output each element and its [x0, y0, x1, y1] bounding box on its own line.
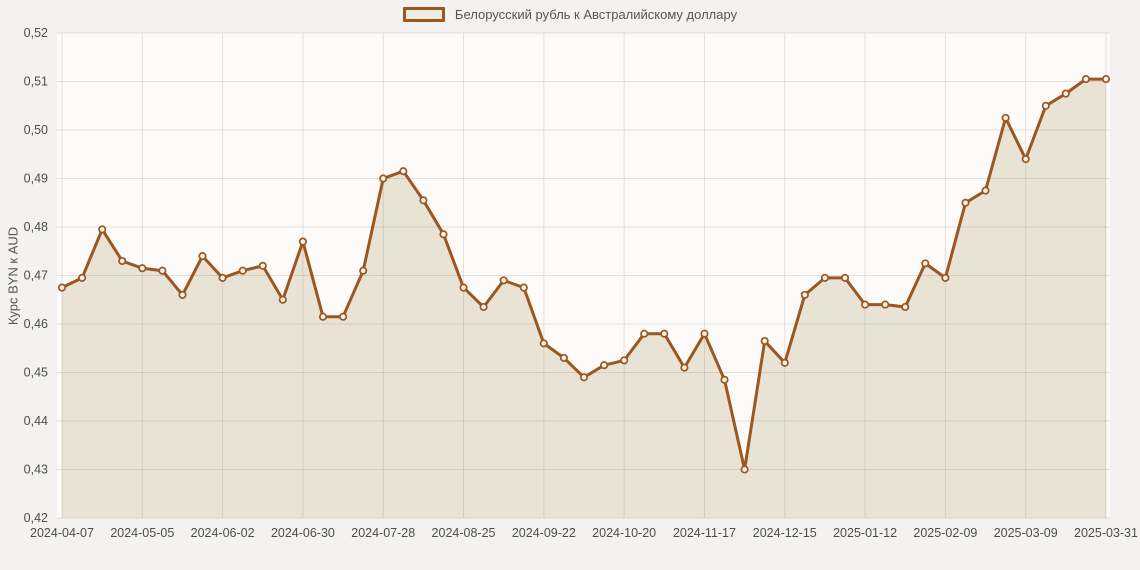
data-point-marker[interactable] [499, 276, 508, 285]
data-point-marker[interactable] [660, 329, 669, 338]
x-tick-label: 2024-12-15 [753, 526, 817, 540]
data-point-marker[interactable] [820, 273, 829, 282]
data-point-marker[interactable] [78, 273, 87, 282]
x-tick-label: 2025-03-31 [1074, 526, 1138, 540]
data-point-marker[interactable] [961, 198, 970, 207]
y-tick-label: 0,49 [24, 172, 48, 186]
data-point-marker[interactable] [1021, 155, 1030, 164]
legend: Белорусский рубль к Австралийскому долла… [0, 7, 1140, 22]
data-point-marker[interactable] [258, 261, 267, 270]
data-point-marker[interactable] [539, 339, 548, 348]
y-tick-label: 0,48 [24, 220, 48, 234]
legend-item[interactable]: Белорусский рубль к Австралийскому долла… [402, 7, 738, 22]
y-tick-label: 0,52 [24, 26, 48, 40]
y-tick-label: 0,50 [24, 123, 48, 137]
data-point-marker[interactable] [600, 361, 609, 370]
data-point-marker[interactable] [680, 363, 689, 372]
data-point-marker[interactable] [800, 290, 809, 299]
data-point-marker[interactable] [339, 312, 348, 321]
data-point-marker[interactable] [760, 336, 769, 346]
data-point-marker[interactable] [840, 273, 850, 282]
x-tick-label: 2024-07-28 [351, 526, 415, 540]
data-point-marker[interactable] [419, 196, 428, 205]
data-point-marker[interactable] [881, 300, 890, 309]
data-point-marker[interactable] [901, 302, 910, 312]
data-point-marker[interactable] [238, 266, 247, 275]
x-tick-label: 2024-08-25 [432, 526, 496, 540]
data-point-marker[interactable] [479, 302, 488, 312]
data-point-marker[interactable] [218, 273, 227, 282]
legend-label: Белорусский рубль к Австралийскому долла… [454, 7, 738, 22]
data-point-marker[interactable] [1081, 75, 1090, 84]
data-point-marker[interactable] [1001, 113, 1010, 122]
data-point-marker[interactable] [981, 186, 990, 195]
data-point-marker[interactable] [198, 252, 207, 261]
data-point-marker[interactable] [318, 312, 328, 321]
x-tick-label: 2025-03-09 [994, 526, 1058, 540]
data-point-marker[interactable] [740, 465, 749, 474]
y-tick-label: 0,47 [24, 269, 48, 283]
x-tick-label: 2024-09-22 [512, 526, 576, 540]
data-point-marker[interactable] [921, 259, 930, 268]
data-point-marker[interactable] [459, 283, 468, 292]
data-point-marker[interactable] [178, 290, 187, 299]
legend-swatch-icon [402, 7, 445, 22]
data-point-marker[interactable] [640, 329, 649, 338]
x-tick-label: 2025-01-12 [833, 526, 897, 540]
data-point-marker[interactable] [439, 230, 448, 239]
data-point-marker[interactable] [620, 356, 629, 365]
x-tick-label: 2024-05-05 [110, 526, 174, 540]
series-area-fill [62, 79, 1106, 518]
data-point-marker[interactable] [1101, 75, 1111, 84]
x-tick-label: 2024-10-20 [592, 526, 656, 540]
data-point-marker[interactable] [519, 283, 528, 292]
x-tick-label: 2024-04-07 [30, 526, 94, 540]
data-point-marker[interactable] [118, 256, 127, 266]
y-tick-label: 0,42 [24, 511, 48, 525]
y-tick-label: 0,45 [24, 366, 48, 380]
data-point-marker[interactable] [720, 375, 729, 384]
y-tick-label: 0,51 [24, 75, 48, 89]
data-point-marker[interactable] [98, 225, 107, 234]
data-point-marker[interactable] [57, 283, 67, 292]
data-point-marker[interactable] [1041, 101, 1050, 110]
data-point-marker[interactable] [138, 264, 147, 273]
x-tick-label: 2024-06-30 [271, 526, 335, 540]
y-tick-label: 0,46 [24, 317, 48, 331]
data-point-marker[interactable] [780, 358, 789, 367]
data-point-marker[interactable] [700, 329, 709, 338]
x-tick-label: 2024-11-17 [673, 526, 736, 540]
y-tick-label: 0,44 [24, 414, 48, 428]
data-point-marker[interactable] [158, 266, 167, 275]
data-point-marker[interactable] [559, 353, 568, 362]
data-point-marker[interactable] [278, 295, 287, 304]
data-point-marker[interactable] [941, 273, 950, 282]
data-point-marker[interactable] [298, 237, 307, 246]
data-point-marker[interactable] [379, 174, 388, 183]
data-point-marker[interactable] [1061, 89, 1070, 98]
x-tick-label: 2025-02-09 [913, 526, 977, 540]
y-axis-title: Курс BYN к AUD [5, 226, 21, 326]
data-point-marker[interactable] [861, 300, 870, 309]
data-point-marker[interactable] [579, 373, 589, 382]
data-point-marker[interactable] [359, 266, 368, 275]
x-tick-label: 2024-06-02 [191, 526, 255, 540]
y-tick-label: 0,43 [24, 463, 48, 477]
data-point-marker[interactable] [399, 167, 408, 176]
